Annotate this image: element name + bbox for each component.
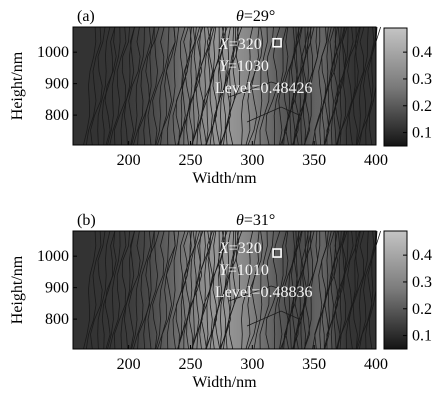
plot-frame — [72, 230, 377, 350]
colorbar-tick-label: 0.3 — [412, 274, 432, 291]
x-tick-label: 200 — [117, 152, 141, 169]
annotation-x-value: =320 — [229, 240, 262, 257]
colorbar — [383, 27, 408, 147]
y-axis-label: Height/nm — [9, 51, 26, 120]
contour-line — [246, 106, 300, 123]
annotation-y-label: Y — [219, 58, 230, 75]
title-symbol: θ — [236, 8, 244, 25]
contour-line — [228, 285, 296, 302]
colorbar-tick-label: 0.4 — [412, 247, 432, 264]
contour-line — [246, 310, 300, 327]
y-tick-label: 900 — [45, 76, 69, 93]
x-axis-label: Width/nm — [192, 170, 257, 187]
x-tick-label: 300 — [240, 152, 264, 169]
data-cursor-marker — [272, 37, 282, 48]
annotation-level: Level=0.48836 — [215, 284, 312, 301]
x-tick-label: 350 — [302, 152, 326, 169]
title-symbol: θ — [236, 212, 244, 229]
annotation-y: Y=1010 — [219, 262, 269, 279]
annotation-x-value: =320 — [229, 36, 262, 53]
title-value: =31° — [244, 212, 275, 229]
colorbar-tick-label: 0.2 — [412, 301, 432, 318]
x-tick-label: 300 — [240, 356, 264, 373]
y-tick-label: 800 — [45, 107, 69, 124]
annotation-x: X=320 — [218, 36, 262, 53]
annotation-level: Level=0.48426 — [215, 80, 312, 97]
x-tick-label: 350 — [302, 356, 326, 373]
y-tick-label: 1000 — [37, 44, 69, 61]
y-tick-label: 1000 — [37, 248, 69, 265]
chart-title: θ=29° — [236, 8, 275, 25]
contour-lines — [83, 26, 381, 146]
x-axis-label: Width/nm — [192, 374, 257, 388]
colorbar — [383, 230, 408, 350]
x-tick-label: 250 — [178, 152, 202, 169]
annotation-x: X=320 — [218, 240, 262, 257]
y-axis-label: Height/nm — [9, 255, 26, 324]
y-tick-label: 800 — [45, 311, 69, 328]
contour-line — [228, 81, 296, 98]
colorbar-tick-label: 0.4 — [412, 44, 432, 61]
y-tick-label: 900 — [45, 280, 69, 297]
annotation-y: Y=1030 — [219, 58, 269, 75]
x-tick-label: 400 — [364, 356, 388, 373]
colorbar-tick-label: 0.1 — [412, 328, 432, 345]
annotation-x-label: X — [218, 36, 230, 53]
x-tick-label: 200 — [117, 356, 141, 373]
title-value: =29° — [244, 8, 275, 25]
colorbar-tick-label: 0.1 — [412, 125, 432, 142]
panel-label: (a) — [77, 8, 95, 25]
annotation-x-label: X — [218, 240, 230, 257]
annotation-y-value: =1010 — [228, 262, 269, 279]
x-tick-label: 400 — [364, 152, 388, 169]
plot-frame — [72, 26, 377, 146]
annotation-y-value: =1030 — [228, 58, 269, 75]
chart-panel-a: X=320 Y=1030 Level=0.48426 (a) θ=29° 200 250 30… — [9, 8, 432, 187]
chart-title: θ=31° — [236, 212, 275, 229]
annotation-y-label: Y — [219, 262, 230, 279]
chart-panel-b: X=320 Y=1010 Level=0.48836 (b) θ=31° 200 250 30… — [9, 212, 432, 391]
data-cursor-marker — [272, 248, 282, 258]
colorbar-tick-label: 0.2 — [412, 98, 432, 115]
colorbar-tick-label: 0.3 — [412, 71, 432, 88]
panel-label: (b) — [77, 212, 96, 229]
x-tick-label: 250 — [178, 356, 202, 373]
contour-lines — [83, 230, 381, 350]
